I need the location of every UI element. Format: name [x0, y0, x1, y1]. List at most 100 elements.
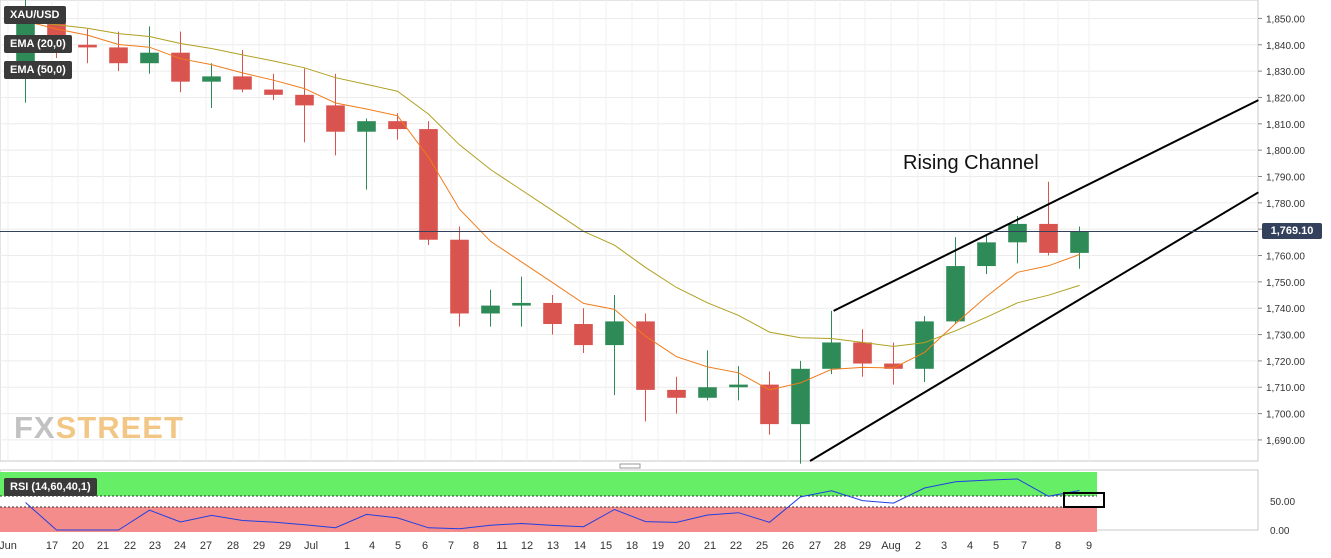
- x-tick-label: 9: [1086, 540, 1092, 552]
- price-tick-label: 1,840.00: [1266, 41, 1305, 52]
- x-tick-label: 29: [859, 540, 871, 552]
- x-tick-label: 17: [46, 540, 58, 552]
- candle-body: [419, 129, 438, 240]
- x-tick-label: 29: [253, 540, 265, 552]
- x-tick-label: 27: [200, 540, 212, 552]
- candle-body: [822, 342, 841, 369]
- x-tick-label: 1: [344, 540, 350, 552]
- candle-body: [512, 302, 531, 306]
- x-tick-label: 7: [448, 540, 454, 552]
- price-tick-label: 1,810.00: [1266, 120, 1305, 131]
- candle-body: [140, 52, 159, 64]
- x-tick-label: 20: [678, 540, 690, 552]
- x-tick-label: 20: [72, 540, 84, 552]
- price-tick-label: 1,850.00: [1266, 14, 1305, 25]
- candle-body: [977, 242, 996, 267]
- candle-body: [605, 321, 624, 346]
- candle-body: [915, 321, 934, 369]
- price-tick-label: 1,740.00: [1266, 304, 1305, 315]
- candle-body: [853, 342, 872, 364]
- x-tick-label: 28: [227, 540, 239, 552]
- candle-body: [233, 76, 252, 90]
- price-tick-label: 1,690.00: [1266, 436, 1305, 447]
- x-tick-label: 11: [496, 540, 507, 552]
- rsi-tick-label: 50.00: [1270, 497, 1295, 508]
- candle-body: [481, 305, 500, 314]
- x-tick-label: 8: [1055, 540, 1061, 552]
- x-tick-label: 5: [395, 540, 401, 552]
- candle-body: [1070, 231, 1089, 253]
- price-tick-label: 1,780.00: [1266, 199, 1305, 210]
- candle-body: [760, 384, 779, 425]
- candle-body: [450, 239, 469, 314]
- candle-body: [543, 302, 562, 325]
- ema20-label: EMA (20,0): [4, 35, 72, 53]
- candle-body: [326, 105, 345, 132]
- candle-body: [171, 52, 190, 82]
- watermark-logo: FXSTREET: [14, 410, 184, 445]
- x-tick-label: 22: [124, 540, 136, 552]
- x-tick-label: 12: [521, 540, 533, 552]
- x-tick-label: 3: [941, 540, 947, 552]
- candle-body: [729, 384, 748, 388]
- x-tick-label: Jul: [304, 540, 318, 552]
- rsi-oversold-zone: [0, 507, 1097, 532]
- candle-body: [667, 389, 686, 398]
- candle-body: [295, 94, 314, 106]
- channel-lower-line: [809, 191, 1259, 462]
- x-tick-label: 14: [574, 540, 586, 552]
- x-tick-label: 22: [730, 540, 742, 552]
- price-tick-label: 1,760.00: [1266, 252, 1305, 263]
- ema20-line: [25, 20, 1080, 391]
- x-tick-label: 8: [473, 540, 479, 552]
- price-tick-label: 1,720.00: [1266, 357, 1305, 368]
- x-tick-label: 28: [834, 540, 846, 552]
- x-tick-label: 5: [993, 540, 999, 552]
- price-tick-label: 1,830.00: [1266, 67, 1305, 78]
- rsi-label: RSI (14,60,40,1): [4, 478, 97, 496]
- x-tick-label: 2: [915, 540, 921, 552]
- x-tick-label: 26: [782, 540, 794, 552]
- candle-body: [357, 121, 376, 132]
- candle-body: [109, 47, 128, 64]
- x-tick-label: Aug: [881, 540, 901, 552]
- candle-body: [78, 44, 97, 48]
- rsi-line: [25, 478, 1080, 531]
- rsi-overbought-zone: [0, 472, 1097, 496]
- rsi-neutral-zone: [0, 496, 1097, 507]
- candle-body: [946, 266, 965, 322]
- channel-upper-line: [833, 99, 1259, 312]
- ema50-line: [25, 20, 1080, 347]
- x-tick-label: 25: [756, 540, 768, 552]
- candle-body: [698, 387, 717, 398]
- price-tick-label: 1,750.00: [1266, 278, 1305, 289]
- price-tick-label: 1,730.00: [1266, 331, 1305, 342]
- x-tick-label: 4: [967, 540, 973, 552]
- price-tick-label: 1,800.00: [1266, 146, 1305, 157]
- rising-channel-annotation: Rising Channel: [903, 152, 1039, 174]
- candle-body: [1039, 223, 1058, 253]
- price-tick-label: 1,710.00: [1266, 383, 1305, 394]
- x-tick-label: 24: [174, 540, 186, 552]
- x-tick-label: 13: [547, 540, 559, 552]
- x-tick-label: Jun: [0, 540, 17, 552]
- candle-body: [264, 89, 283, 95]
- panel-resize-handle: [619, 463, 641, 469]
- x-tick-label: 23: [149, 540, 161, 552]
- x-tick-label: 4: [369, 540, 375, 552]
- candle-body: [791, 368, 810, 425]
- price-tick-label: 1,700.00: [1266, 410, 1305, 421]
- candle-body: [636, 321, 655, 390]
- price-tick-label: 1,790.00: [1266, 172, 1305, 183]
- x-tick-label: 21: [704, 540, 716, 552]
- candle-body: [202, 76, 221, 82]
- x-tick-label: 21: [97, 540, 109, 552]
- x-tick-label: 27: [809, 540, 821, 552]
- x-tick-label: 29: [279, 540, 291, 552]
- price-tick-label: 1,820.00: [1266, 93, 1305, 104]
- rsi-tick-label: 0.00: [1270, 526, 1290, 537]
- rsi-highlight-box: [1063, 492, 1105, 508]
- symbol-label: XAU/USD: [4, 6, 66, 24]
